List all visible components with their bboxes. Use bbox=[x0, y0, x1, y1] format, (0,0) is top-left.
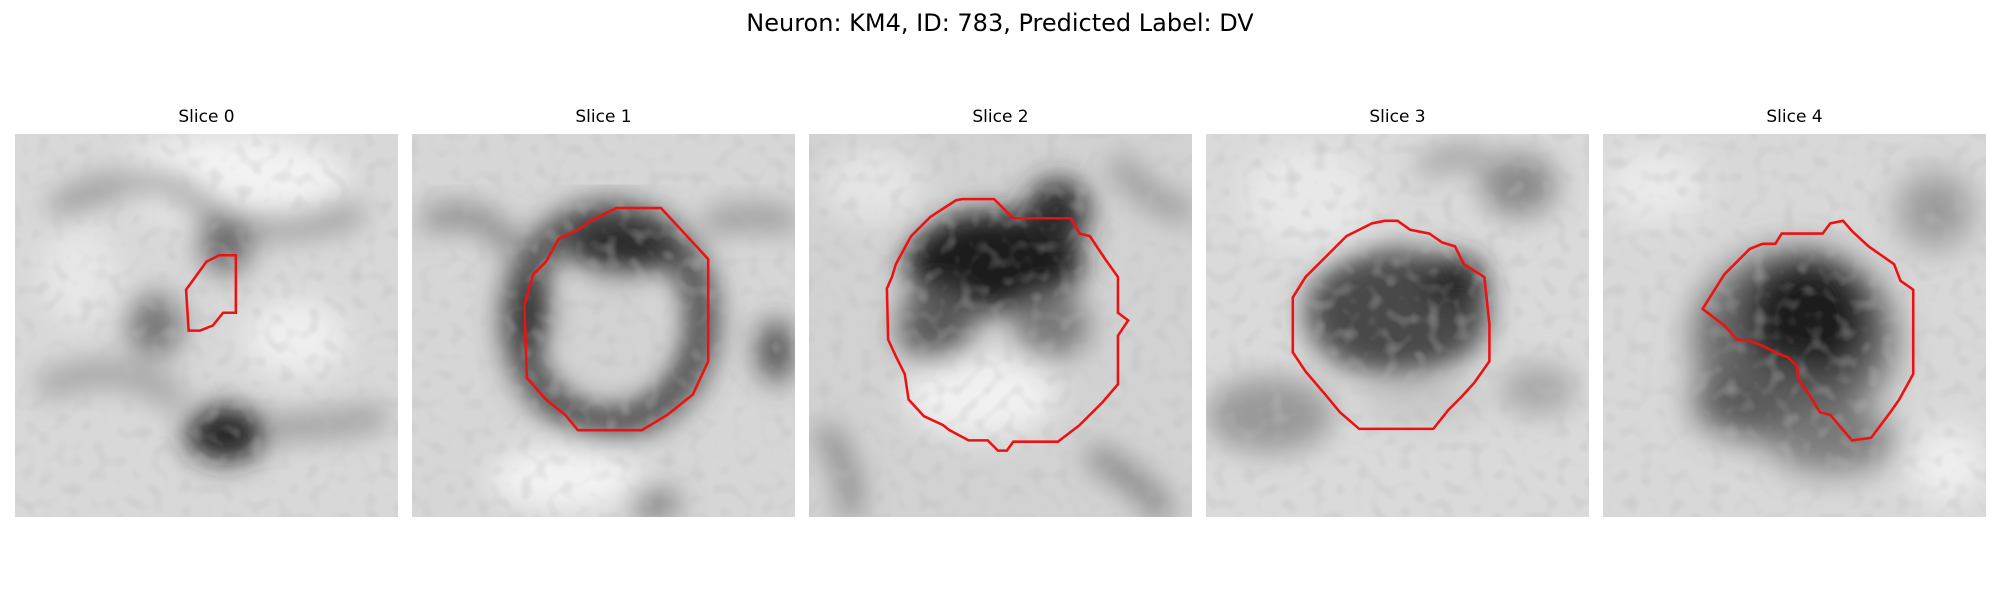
slice-image bbox=[15, 134, 398, 517]
figure-title: Neuron: KM4, ID: 783, Predicted Label: D… bbox=[746, 9, 1254, 37]
segmentation-outline bbox=[523, 206, 710, 432]
slice-title: Slice 2 bbox=[972, 107, 1029, 127]
segmentation-outline bbox=[1291, 219, 1491, 431]
slice-image bbox=[809, 134, 1192, 517]
slice-image bbox=[412, 134, 795, 517]
slice-image bbox=[1603, 134, 1986, 517]
segmentation-outline bbox=[184, 254, 238, 332]
segmentation-outline bbox=[1700, 219, 1915, 442]
slice-image bbox=[1206, 134, 1589, 517]
slice-title: Slice 1 bbox=[575, 107, 632, 127]
slice-title: Slice 4 bbox=[1766, 107, 1823, 127]
segmentation-outline bbox=[885, 197, 1130, 452]
slice-title: Slice 3 bbox=[1369, 107, 1426, 127]
slice-title: Slice 0 bbox=[178, 107, 235, 127]
